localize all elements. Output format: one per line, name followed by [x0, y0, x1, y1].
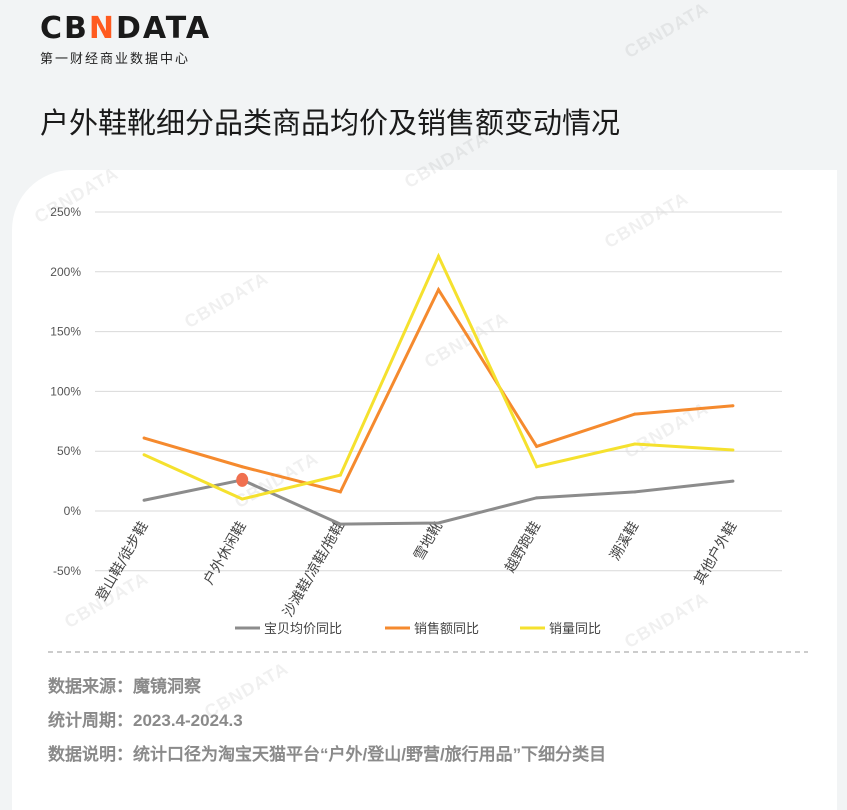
- page-title: 户外鞋靴细分品类商品均价及销售额变动情况: [40, 108, 621, 140]
- chart-card: [12, 170, 837, 810]
- x-tick-label: 其他户外鞋: [691, 519, 741, 588]
- y-tick-label: 200%: [50, 265, 81, 279]
- footer-source: 数据来源：魔镜洞察: [48, 677, 201, 696]
- data-point: [731, 448, 735, 452]
- x-tick-label: 雪地靴: [411, 519, 446, 563]
- data-point: [437, 288, 440, 292]
- data-point: [240, 497, 244, 501]
- legend-label: 宝贝均价同比: [264, 622, 342, 637]
- legend-label: 销量同比: [549, 622, 601, 637]
- series-line-1: [143, 286, 734, 494]
- y-tick-label: 0%: [64, 504, 82, 518]
- data-point: [633, 412, 637, 416]
- data-point: [338, 522, 342, 526]
- data-point: [142, 453, 146, 457]
- data-point: [535, 465, 539, 469]
- logo-mark: CBNDATA: [40, 12, 211, 46]
- logo-part: CB: [40, 11, 89, 46]
- x-tick-label: 越野跑鞋: [502, 519, 544, 575]
- data-point: [142, 498, 146, 502]
- footer-note: 数据说明：统计口径为淘宝天猫平台“户外/登山/野营/旅行用品”下细分类目: [48, 745, 607, 764]
- legend-label: 销售额同比: [414, 621, 479, 637]
- data-point: [535, 496, 539, 500]
- x-tick-label: 溯溪鞋: [607, 519, 642, 563]
- y-tick-label: 150%: [50, 325, 81, 339]
- series-line-0: [143, 478, 734, 526]
- data-point: [633, 442, 637, 446]
- x-tick-label: 户外休闲鞋: [200, 519, 250, 588]
- data-point: [142, 436, 146, 440]
- logo-part: N: [88, 11, 116, 46]
- data-point: [338, 473, 342, 477]
- line-chart: -50% 0% 50% 100% 150% 200% 250% 登山鞋/徒步鞋 户外休闲鞋 沙滩鞋…: [48, 205, 808, 653]
- logo-part: DATA: [116, 11, 212, 46]
- logo-subtitle: 第一财经商业数据中心: [40, 51, 191, 66]
- data-point: [437, 521, 440, 525]
- footer-period: 统计周期：2023.4-2024.3: [48, 711, 243, 730]
- x-tick-label: 登山鞋/徒步鞋: [93, 519, 151, 604]
- y-tick-label: 100%: [50, 384, 81, 398]
- data-point: [731, 404, 735, 408]
- highlight-marker: [236, 472, 249, 487]
- y-tick-label: 50%: [57, 444, 81, 458]
- data-point: [437, 254, 440, 258]
- x-tick-label: 沙滩鞋/凉鞋/拖鞋: [280, 519, 348, 620]
- data-point: [535, 444, 539, 448]
- data-point: [731, 479, 735, 483]
- data-point: [338, 490, 342, 494]
- y-tick-label: 250%: [50, 205, 81, 219]
- y-tick-label: -50%: [53, 564, 81, 578]
- data-point: [240, 465, 244, 469]
- cbndata-logo: CBNDATA 第一财经商业数据中心: [40, 12, 211, 67]
- data-point: [633, 490, 637, 494]
